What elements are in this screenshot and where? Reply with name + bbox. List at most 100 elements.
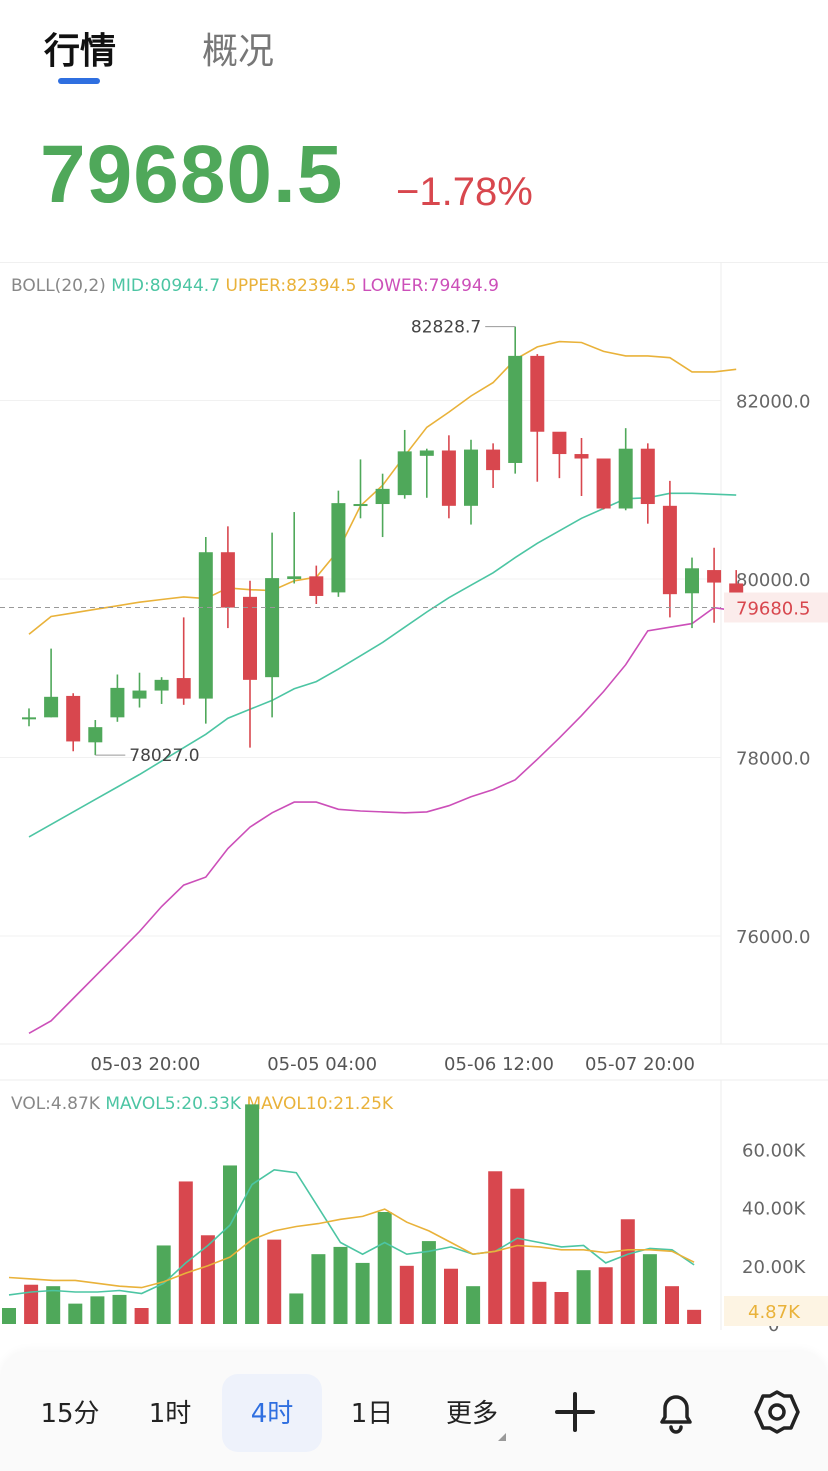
candle	[132, 690, 147, 699]
candle	[508, 355, 523, 463]
price-chart[interactable]: 82000.0 80000.0 78000.0 76000.0 05-03 20:00 0…	[0, 0, 828, 1352]
candle	[397, 451, 412, 496]
volume-bar	[576, 1270, 591, 1324]
candle	[375, 488, 390, 505]
candle	[220, 552, 235, 608]
high-marker-label: 82828.7	[411, 318, 481, 338]
boll-legend-lower: LOWER:79494.9	[361, 276, 499, 296]
x-tick-label: 05-06 12:00	[444, 1054, 554, 1075]
candle	[287, 576, 302, 579]
interval-1d-button[interactable]: 1日	[350, 1399, 394, 1429]
low-marker-label: 78027.0	[129, 746, 199, 766]
boll-legend-mid: MID:80944.7	[111, 276, 221, 296]
candle	[596, 458, 611, 509]
volume-bar	[665, 1286, 679, 1324]
volume-bar	[156, 1245, 171, 1324]
candle	[441, 450, 456, 506]
current-volume-tag	[724, 1296, 828, 1326]
interval-toolbar	[0, 1352, 828, 1471]
volume-bar	[223, 1165, 237, 1324]
volume-y-tick-label: 60.00K	[742, 1140, 807, 1161]
candle	[198, 552, 213, 699]
bell-icon[interactable]	[652, 1388, 700, 1436]
gear-icon[interactable]	[753, 1388, 801, 1436]
volume-bar	[687, 1309, 702, 1324]
candle	[353, 504, 368, 507]
boll-legend: BOLL(20,2) MID:80944.7 UPPER:82394.5 LOW…	[11, 276, 499, 296]
boll-legend-name: BOLL(20,2)	[11, 276, 106, 296]
volume-y-tick-label: 20.00K	[742, 1257, 807, 1278]
volume-bar	[90, 1296, 105, 1324]
plus-icon[interactable]	[551, 1388, 599, 1436]
interval-15m-button[interactable]: 15分	[40, 1399, 100, 1429]
tab-overview[interactable]: 概况	[202, 31, 275, 72]
volume-bar	[532, 1281, 547, 1324]
interval-more-button[interactable]: 更多	[445, 1399, 498, 1429]
volume-bar	[289, 1293, 304, 1324]
x-tick-label: 05-03 20:00	[90, 1054, 200, 1075]
volume-bar	[620, 1219, 635, 1324]
volume-legend-mavol10: MAVOL10:21.25K	[246, 1094, 394, 1114]
x-tick-label: 05-05 04:00	[267, 1054, 377, 1075]
volume-bar	[444, 1268, 458, 1324]
volume-bar	[598, 1267, 613, 1324]
volume-bar	[46, 1286, 61, 1324]
candle	[331, 503, 346, 593]
active-interval-highlight	[222, 1374, 322, 1452]
y-tick-label: 76000.0	[736, 927, 810, 948]
candle	[419, 450, 434, 456]
candle	[574, 454, 589, 459]
volume-bar	[200, 1235, 215, 1324]
mavol10-line	[8, 1208, 695, 1289]
volume-bar	[642, 1254, 657, 1324]
candle	[44, 696, 59, 718]
mavol5-line	[8, 1168, 695, 1296]
candle	[154, 679, 169, 691]
x-tick-label: 05-07 20:00	[585, 1054, 695, 1075]
boll-mid-line	[28, 492, 737, 838]
tab-market[interactable]: 行情	[44, 31, 117, 72]
candle	[265, 578, 280, 678]
volume-bar	[355, 1262, 370, 1324]
candle	[552, 431, 567, 455]
interval-1h-button[interactable]: 1时	[148, 1399, 192, 1429]
current-volume-label: 4.87K	[748, 1302, 801, 1323]
divider	[0, 262, 828, 263]
candle	[640, 448, 655, 505]
volume-bar	[311, 1254, 326, 1324]
volume-bar	[399, 1265, 414, 1324]
volume-bar	[510, 1188, 525, 1324]
volume-bar	[377, 1212, 392, 1324]
current-price-label: 79680.5	[736, 599, 810, 620]
candle	[66, 695, 81, 742]
candle	[88, 727, 103, 743]
volume-bar	[488, 1171, 503, 1324]
volume-bar	[333, 1246, 348, 1324]
volume-bar	[68, 1303, 83, 1324]
volume-y-tick-label: 40.00K	[742, 1199, 807, 1220]
active-tab-indicator	[58, 78, 100, 84]
volume-bar	[112, 1294, 127, 1324]
candle	[618, 448, 633, 509]
last-price: 79680.5	[40, 129, 344, 220]
volume-legend: VOL:4.87K MAVOL5:20.33K MAVOL10:21.25K	[11, 1094, 393, 1114]
volume-legend-mavol5: MAVOL5:20.33K	[105, 1094, 242, 1114]
volume-bar	[421, 1241, 436, 1324]
current-price-tag	[724, 592, 828, 623]
candle	[464, 449, 478, 506]
volume-bar	[134, 1308, 149, 1324]
candle	[243, 596, 257, 680]
candle	[22, 717, 36, 720]
top-tabs: 行情 概况	[0, 0, 828, 100]
volume-bar	[267, 1239, 282, 1324]
boll-legend-upper: UPPER:82394.5	[225, 276, 357, 296]
volume-bar	[178, 1181, 193, 1324]
boll-lower-line	[28, 606, 737, 1034]
more-dropdown-icon	[498, 1433, 506, 1441]
candle	[110, 687, 125, 718]
y-tick-label: 80000.0	[736, 570, 810, 591]
candle	[309, 576, 324, 596]
candle	[662, 505, 677, 595]
interval-4h-button[interactable]: 4时	[250, 1399, 294, 1429]
volume-legend-vol: VOL:4.87K	[11, 1094, 100, 1114]
